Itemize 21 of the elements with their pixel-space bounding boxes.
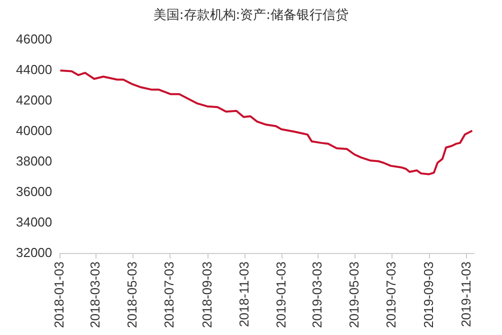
x-tick-label: 2018-11-03 (236, 262, 252, 328)
x-tick-label: 2018-05-03 (124, 262, 140, 328)
x-tick-label: 2018-01-03 (52, 262, 67, 328)
x-tick-label: 2018-07-03 (162, 262, 177, 328)
x-tick-label: 2019-01-03 (274, 262, 289, 328)
x-tick-label: 2019-07-03 (384, 262, 399, 328)
x-tick-label: 2019-03-03 (309, 262, 324, 328)
x-tick-label: 2019-11-03 (458, 262, 474, 328)
chart-title: 美国:存款机构:资产:储备银行信贷 (152, 7, 350, 24)
y-tick-label: 44000 (16, 62, 52, 78)
y-tick-label: 46000 (16, 32, 52, 47)
y-tick-label: 36000 (16, 184, 52, 200)
y-tick-label: 32000 (16, 245, 52, 260)
y-tick-label: 42000 (16, 92, 52, 108)
y-tick-label: 40000 (16, 123, 52, 138)
x-tick-label: 2019-05-03 (346, 262, 362, 328)
y-tick-label: 34000 (16, 214, 52, 230)
y-tick-label: 38000 (16, 154, 52, 169)
x-tick-label: 2018-03-03 (88, 262, 103, 328)
x-tick-label: 2018-09-03 (199, 262, 214, 328)
x-tick-label: 2019-09-03 (421, 262, 436, 328)
